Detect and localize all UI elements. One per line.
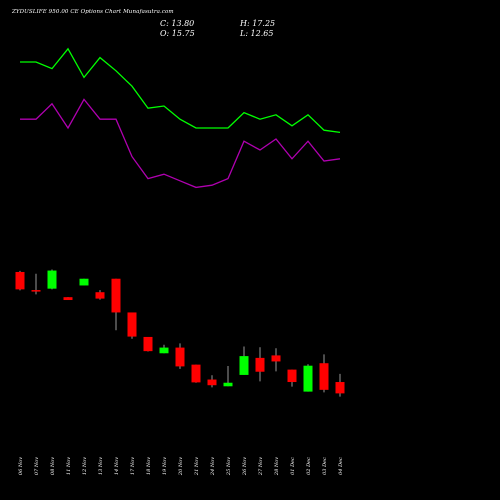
candle	[271, 348, 281, 372]
x-tick-label: 07 Nov	[34, 457, 40, 475]
x-tick-label: 19 Nov	[162, 457, 168, 475]
x-tick-label: 24 Nov	[210, 457, 216, 476]
candle	[335, 373, 345, 397]
x-tick-label: 21 Nov	[194, 457, 200, 476]
x-tick-label: 12 Nov	[82, 457, 88, 475]
candle	[255, 347, 265, 382]
x-tick-label: 17 Nov	[130, 457, 136, 475]
x-tick-label: 01 Dec	[290, 457, 296, 475]
candle-body	[47, 270, 57, 289]
candle-body	[95, 292, 105, 299]
candle-body	[335, 382, 345, 394]
overlay-line-2	[20, 98, 341, 189]
low-value: L: 12.65	[240, 29, 274, 38]
x-tick-label: 02 Dec	[306, 457, 312, 475]
open-value: O: 15.75	[160, 29, 195, 38]
candle-body	[15, 271, 25, 290]
candle-body	[143, 336, 153, 352]
x-tick-label: 03 Dec	[322, 457, 328, 475]
x-axis-labels: 06 Nov 07 Nov 08 Nov 11 Nov 12 Nov 13 Nov 14 N…	[18, 457, 344, 476]
candle-body	[127, 312, 137, 337]
candle	[63, 297, 73, 301]
candle-body	[111, 278, 121, 313]
candle-body	[159, 347, 169, 354]
candle	[47, 269, 57, 290]
close-value: C: 13.80	[160, 19, 195, 28]
candle	[143, 336, 153, 352]
chart-title: ZYDUSLIFE 950.00 CE Options Chart Munafa…	[12, 9, 174, 15]
x-tick-label: 13 Nov	[98, 457, 104, 475]
candle-body	[79, 278, 89, 286]
x-tick-label: 08 Nov	[50, 457, 56, 475]
x-tick-label: 11 Nov	[66, 457, 72, 475]
x-tick-label: 20 Nov	[178, 457, 184, 476]
candle	[95, 290, 105, 300]
candle	[207, 375, 217, 388]
candle-body	[319, 363, 329, 390]
candle	[223, 366, 233, 387]
candle-body	[191, 364, 201, 383]
candle-body	[271, 355, 281, 362]
x-tick-label: 06 Nov	[18, 457, 24, 475]
x-tick-label: 04 Dec	[338, 457, 344, 475]
candle	[79, 278, 89, 286]
candles	[15, 269, 345, 397]
candle	[159, 344, 169, 354]
candle	[31, 273, 41, 295]
candle	[127, 312, 137, 339]
candle	[319, 354, 329, 393]
candle-body	[63, 297, 73, 301]
candle	[287, 369, 297, 387]
candle	[111, 278, 121, 331]
candle-body	[239, 356, 249, 375]
candle-body	[31, 290, 41, 292]
candle-body	[223, 382, 233, 387]
candle	[191, 364, 201, 383]
x-tick-label: 26 Nov	[242, 457, 248, 476]
x-tick-label: 14 Nov	[114, 457, 120, 475]
candle	[303, 364, 313, 392]
overlay-lines	[20, 47, 341, 189]
candle	[239, 346, 249, 375]
high-value: H: 17.25	[240, 19, 276, 28]
candle-body	[287, 369, 297, 383]
x-tick-label: 27 Nov	[258, 457, 264, 476]
candle-body	[255, 357, 265, 372]
candle-body	[303, 365, 313, 392]
x-tick-label: 28 Nov	[274, 457, 280, 476]
candle-body	[207, 379, 217, 386]
x-tick-label: 25 Nov	[226, 457, 232, 476]
candle-body	[175, 347, 185, 367]
x-tick-label: 18 Nov	[146, 457, 152, 475]
candle	[175, 343, 185, 369]
overlay-line-1	[20, 47, 341, 134]
candle	[15, 270, 25, 291]
